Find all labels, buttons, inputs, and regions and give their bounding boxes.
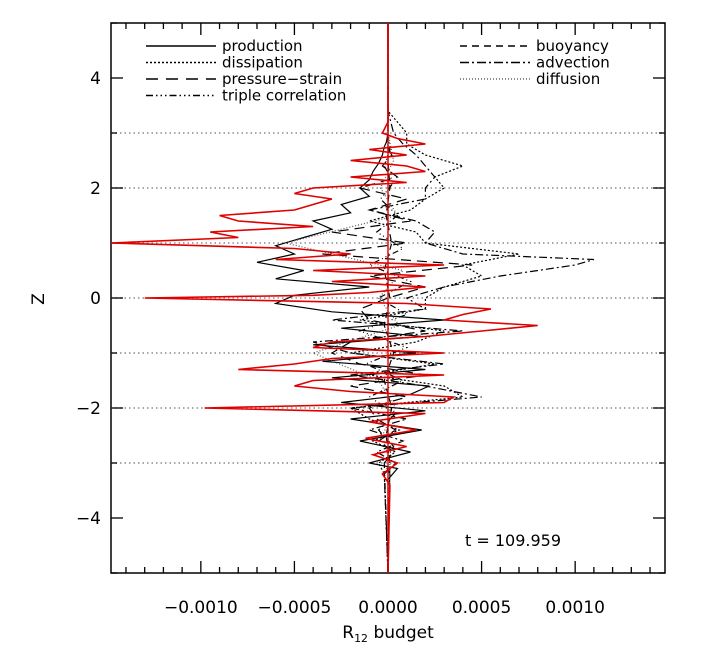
series-group [110,23,595,574]
legend-label: diffusion [536,70,600,88]
legend: productiondissipationpressure−straintrip… [146,37,610,105]
series-line-red [110,23,538,574]
x-tick-label: 0.0000 [358,598,417,618]
y-tick-label: −2 [76,399,101,419]
x-axis-label: R12 budget [342,623,434,645]
legend-label: buoyancy [536,37,609,55]
x-tick-labels: −0.0010 −0.0005 0.0000 0.0005 0.0010 [164,598,605,618]
legend-label: dissipation [222,54,303,72]
series-line-dissipation [348,23,520,574]
legend-label: triple correlation [222,87,346,105]
series-line-diffusion [284,23,405,574]
legend-label: production [222,37,303,55]
y-tick-label: 0 [90,289,101,309]
y-axis-label: Z [29,293,49,305]
x-axis-label-main: R [342,623,354,643]
x-axis-label-subscript: 12 [354,632,368,645]
y-tick-label: 2 [90,179,101,199]
x-tick-label: −0.0005 [258,598,332,618]
x-axis-label-suffix: budget [368,623,434,643]
x-tick-label: 0.0005 [452,598,511,618]
x-tick-label: −0.0010 [164,598,238,618]
series-line-advection [312,23,595,574]
legend-label: pressure−strain [222,70,342,88]
annotation-text: t = 109.959 [465,531,561,550]
axis-ticks [111,22,665,574]
y-tick-labels: −4 −2 0 2 4 [76,69,101,529]
y-tick-label: 4 [90,69,101,89]
x-tick-label: 0.0010 [545,598,604,618]
y-tick-label: −4 [76,509,101,529]
legend-label: advection [536,54,610,72]
